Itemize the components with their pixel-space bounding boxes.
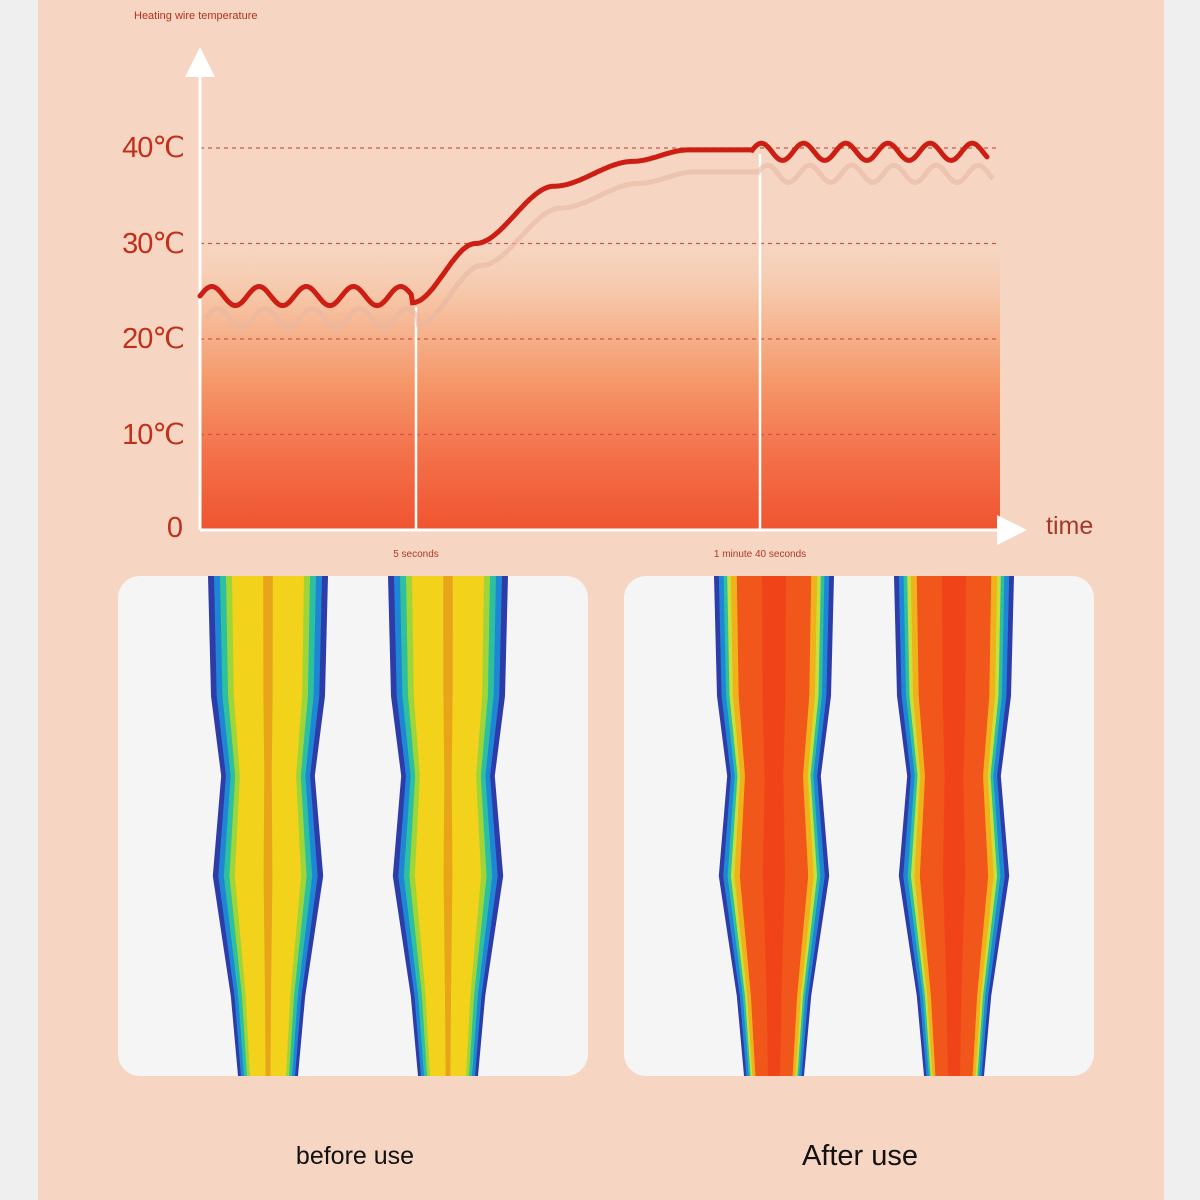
y-tick-label: 40℃ <box>122 132 185 164</box>
leg-2-heat-band-6 <box>443 576 453 1076</box>
temperature-line <box>197 140 990 309</box>
y-tick-label: 10℃ <box>122 418 185 451</box>
caption-after: After use <box>801 1140 919 1172</box>
thermal-image-after <box>624 576 1094 1076</box>
leg-2-heat-band-7 <box>942 576 966 1076</box>
legs-thermal-after-image <box>714 576 1014 1076</box>
leg-1-heat-band-7 <box>762 576 786 1076</box>
x-axis-label: time <box>1046 512 1094 540</box>
x-tick-label: 5 seconds <box>393 549 439 560</box>
y-tick-label: 30℃ <box>122 227 185 260</box>
y-tick-label: 0 <box>166 512 183 544</box>
x-tick-label: 1 minute 40 seconds <box>713 549 807 560</box>
heat-area-fill <box>200 224 1000 530</box>
temperature-chart <box>185 47 1027 545</box>
legs-thermal-before-image <box>208 576 508 1076</box>
caption-before: before use <box>295 1142 415 1170</box>
thermal-image-before <box>118 576 588 1076</box>
chart-title: Heating wire temperature <box>134 10 258 22</box>
leg-1-heat-band-6 <box>263 576 273 1076</box>
y-tick-label: 20℃ <box>122 323 185 355</box>
temperature-line-shadow <box>204 162 995 331</box>
